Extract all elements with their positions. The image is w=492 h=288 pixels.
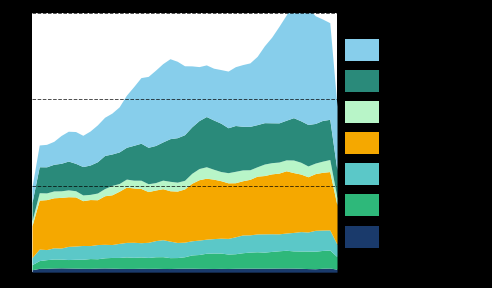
Bar <box>345 226 379 247</box>
Bar <box>345 194 379 217</box>
Bar <box>345 101 379 123</box>
Bar <box>345 39 379 61</box>
Bar <box>345 70 379 92</box>
Bar <box>345 132 379 154</box>
Bar <box>345 163 379 185</box>
